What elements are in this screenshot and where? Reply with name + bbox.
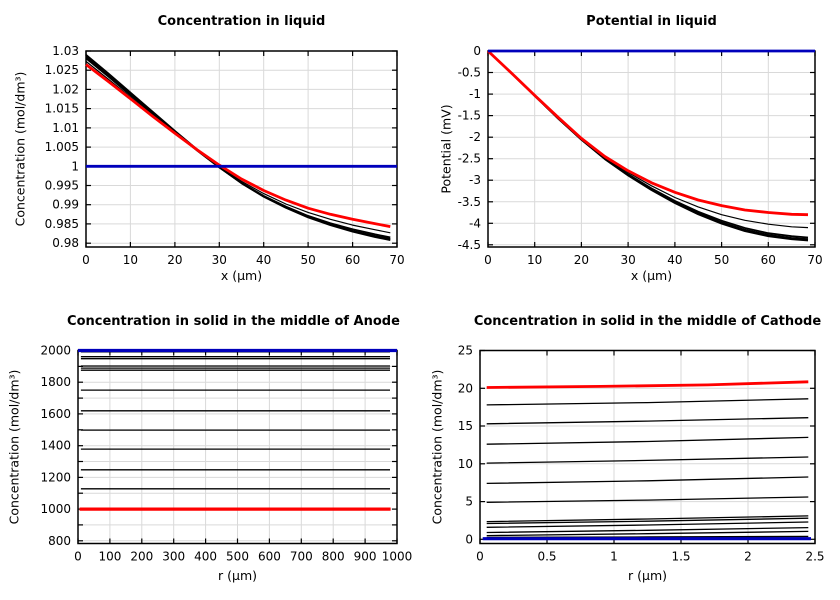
svg-text:500: 500 [226,550,249,564]
svg-text:1.03: 1.03 [52,44,79,58]
concentration-anode-plot-area: 0 100 200 300 400 500 600 700 800 900 1000 800 1000 1… [40,344,413,564]
svg-text:1.025: 1.025 [45,63,79,77]
potential-liquid-plot-area: 0 10 20 30 40 50 60 70 -4.5 -4 -3.5 -3 -2.5 -2 -1.5 -1 -… [458,44,823,267]
svg-text:60: 60 [761,253,776,267]
svg-text:0: 0 [74,550,82,564]
svg-text:0.985: 0.985 [45,217,79,231]
svg-text:0.995: 0.995 [45,179,79,193]
svg-text:-1.5: -1.5 [458,109,481,123]
svg-text:40: 40 [256,253,271,267]
svg-text:5: 5 [465,495,473,509]
svg-text:40: 40 [667,253,682,267]
svg-text:1.02: 1.02 [52,82,79,96]
svg-text:0: 0 [82,253,90,267]
chart-title: Concentration in liquid [157,14,326,29]
x-axis-label: x (µm) [630,268,673,283]
svg-text:0.99: 0.99 [52,198,79,212]
svg-text:-3.5: -3.5 [458,195,481,209]
svg-text:50: 50 [300,253,315,267]
svg-text:400: 400 [194,550,217,564]
svg-text:20: 20 [574,253,589,267]
svg-text:1: 1 [610,550,618,564]
x-axis-label: r (µm) [218,568,257,583]
svg-text:15: 15 [458,419,473,433]
svg-text:1000: 1000 [382,550,413,564]
svg-text:25: 25 [458,344,473,358]
svg-text:70: 70 [807,253,822,267]
svg-text:50: 50 [714,253,729,267]
svg-text:600: 600 [258,550,281,564]
concentration-liquid-plot-area: 0 10 20 30 40 50 60 70 0.98 0.985 0.99 0.995 1 1.005 1… [45,44,405,267]
svg-text:1: 1 [71,159,79,173]
svg-text:-4: -4 [469,216,481,230]
svg-text:60: 60 [345,253,360,267]
svg-text:30: 30 [212,253,227,267]
svg-text:200: 200 [130,550,153,564]
svg-text:0: 0 [484,253,492,267]
svg-text:30: 30 [620,253,635,267]
chart-concentration-solid-cathode: Concentration in solid in the middle of … [420,300,840,600]
svg-text:1200: 1200 [40,470,71,484]
chart-title: Potential in liquid [586,14,717,29]
svg-text:1.015: 1.015 [45,102,79,116]
svg-text:20: 20 [167,253,182,267]
svg-text:-2: -2 [469,130,481,144]
svg-text:20: 20 [458,381,473,395]
svg-text:-1: -1 [469,87,481,101]
svg-text:2: 2 [744,550,752,564]
svg-text:-3: -3 [469,173,481,187]
svg-text:-2.5: -2.5 [458,152,481,166]
x-axis-label: r (µm) [628,568,667,583]
svg-text:800: 800 [48,534,71,548]
svg-text:10: 10 [527,253,542,267]
svg-text:100: 100 [98,550,121,564]
chart-concentration-solid-anode: Concentration in solid in the middle of … [0,300,420,600]
svg-text:300: 300 [162,550,185,564]
svg-text:0.98: 0.98 [52,236,79,250]
chart-title: Concentration in solid in the middle of … [67,314,400,329]
svg-text:1.5: 1.5 [671,550,690,564]
svg-text:10: 10 [458,457,473,471]
svg-text:700: 700 [290,550,313,564]
svg-text:1.01: 1.01 [52,121,79,135]
svg-text:1.005: 1.005 [45,140,79,154]
svg-text:1000: 1000 [40,502,71,516]
svg-text:1600: 1600 [40,407,71,421]
svg-text:0: 0 [473,44,481,58]
x-axis-label: x (µm) [220,268,263,283]
svg-text:0: 0 [476,550,484,564]
svg-text:1800: 1800 [40,375,71,389]
chart-title: Concentration in solid in the middle of … [473,314,822,329]
concentration-cathode-plot-area: 0 0.5 1 1.5 2 2.5 0 5 10 15 20 25 [458,344,825,564]
svg-text:-4.5: -4.5 [458,238,481,252]
chart-concentration-in-liquid: Concentration in liquid Concentration (m… [0,0,420,300]
chart-potential-in-liquid: Potential in liquid Potential (mV) x (µm… [420,0,840,300]
svg-text:2000: 2000 [40,344,71,358]
svg-text:70: 70 [389,253,404,267]
svg-text:1400: 1400 [40,439,71,453]
svg-text:0.5: 0.5 [537,550,556,564]
svg-text:-0.5: -0.5 [458,66,481,80]
svg-text:2.5: 2.5 [805,550,824,564]
svg-text:800: 800 [322,550,345,564]
svg-text:0: 0 [465,532,473,546]
svg-text:10: 10 [123,253,138,267]
svg-text:900: 900 [354,550,377,564]
